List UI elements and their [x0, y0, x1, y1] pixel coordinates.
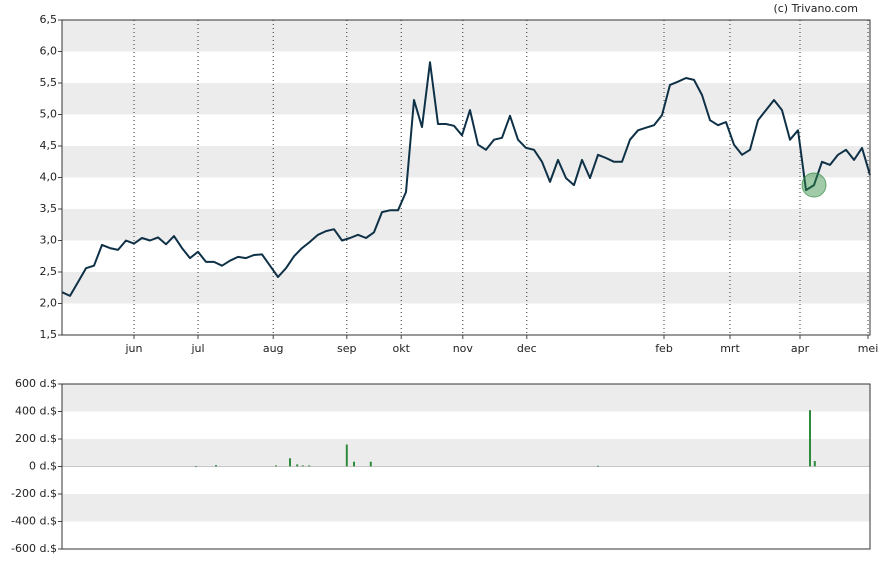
bar [275, 465, 277, 467]
bar [215, 465, 217, 467]
y-tick-label: 6,0 [40, 45, 58, 58]
x-tick-label: jun [125, 342, 143, 355]
grid-band [62, 146, 870, 178]
bar [289, 458, 291, 467]
bar [308, 465, 311, 467]
y-tick-label: 3,0 [40, 234, 58, 247]
y-tick-label: 5,0 [40, 108, 58, 121]
y-tick-label: 600 d.$ [15, 377, 57, 390]
x-tick-label: apr [791, 342, 810, 355]
y-tick-label: 4,5 [40, 139, 58, 152]
x-tick-label: jul [190, 342, 204, 355]
x-tick-label: sep [337, 342, 356, 355]
price-line [61, 61, 871, 297]
y-tick-label: 4,0 [40, 171, 58, 184]
grid-band [62, 272, 870, 304]
y-tick-label: 5,5 [40, 76, 58, 89]
plot-frame [61, 19, 871, 336]
y-tick-label: 400 d.$ [15, 405, 57, 418]
grid-band [62, 439, 870, 467]
bar [369, 461, 372, 467]
bar [813, 461, 816, 467]
y-tick-label: -200 d.$ [11, 487, 57, 500]
bar [296, 464, 299, 467]
y-tick-label: 3,5 [40, 202, 58, 215]
y-tick-label: 6,5 [40, 13, 58, 26]
y-tick-label: 1,5 [40, 328, 58, 341]
bar [301, 465, 304, 467]
grid-band [62, 20, 870, 52]
x-tick-label: dec [517, 342, 537, 355]
bar [353, 461, 355, 467]
y-tick-label: 0 d.$ [29, 460, 57, 473]
grid-band [62, 384, 870, 412]
y-tick-label: -400 d.$ [11, 515, 57, 528]
bar [345, 444, 348, 467]
grid-band [62, 209, 870, 241]
x-tick-label: feb [655, 342, 673, 355]
x-tick-label: mei [858, 342, 879, 355]
x-tick-label: nov [453, 342, 474, 355]
y-tick-label: -600 d.$ [11, 542, 57, 555]
source: (c) Trivano.com [773, 2, 858, 15]
y-tick-label: 2,5 [40, 265, 58, 278]
bar [809, 410, 811, 467]
grid-band [62, 494, 870, 522]
y-tick-label: 2,0 [40, 297, 58, 310]
y-tick-label: 200 d.$ [15, 432, 57, 445]
highlight [801, 172, 827, 198]
x-tick-label: okt [392, 342, 410, 355]
x-tick-label: mrt [720, 342, 740, 355]
x-tick-label: aug [263, 342, 284, 355]
plot-frame [61, 383, 871, 550]
grid-band [62, 83, 870, 115]
